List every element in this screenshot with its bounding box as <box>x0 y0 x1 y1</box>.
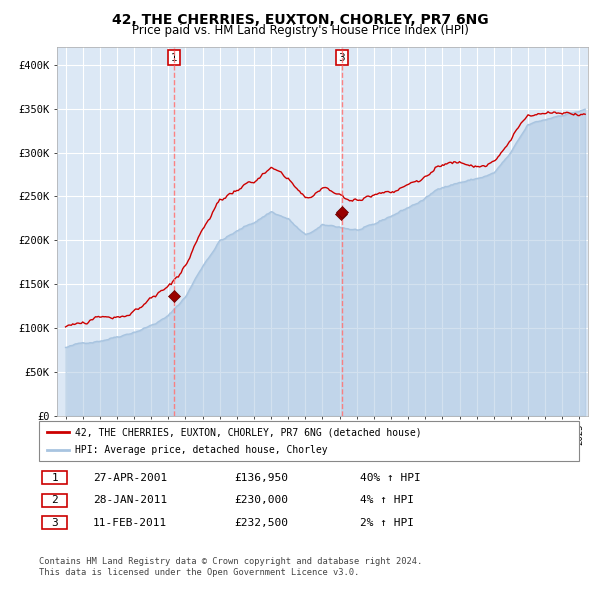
Text: This data is licensed under the Open Government Licence v3.0.: This data is licensed under the Open Gov… <box>39 568 359 577</box>
Text: 3: 3 <box>51 518 58 527</box>
Text: Price paid vs. HM Land Registry's House Price Index (HPI): Price paid vs. HM Land Registry's House … <box>131 24 469 37</box>
Text: 40% ↑ HPI: 40% ↑ HPI <box>360 473 421 483</box>
Text: 3: 3 <box>338 53 345 63</box>
Text: £230,000: £230,000 <box>234 496 288 505</box>
Text: 1: 1 <box>170 53 177 63</box>
Text: 28-JAN-2011: 28-JAN-2011 <box>93 496 167 505</box>
Text: £136,950: £136,950 <box>234 473 288 483</box>
Text: 4% ↑ HPI: 4% ↑ HPI <box>360 496 414 505</box>
Text: 42, THE CHERRIES, EUXTON, CHORLEY, PR7 6NG: 42, THE CHERRIES, EUXTON, CHORLEY, PR7 6… <box>112 13 488 27</box>
Text: 1: 1 <box>51 473 58 483</box>
Text: 27-APR-2001: 27-APR-2001 <box>93 473 167 483</box>
Text: 2% ↑ HPI: 2% ↑ HPI <box>360 518 414 527</box>
Text: Contains HM Land Registry data © Crown copyright and database right 2024.: Contains HM Land Registry data © Crown c… <box>39 557 422 566</box>
Text: £232,500: £232,500 <box>234 518 288 527</box>
Text: 11-FEB-2011: 11-FEB-2011 <box>93 518 167 527</box>
Text: 42, THE CHERRIES, EUXTON, CHORLEY, PR7 6NG (detached house): 42, THE CHERRIES, EUXTON, CHORLEY, PR7 6… <box>75 428 422 438</box>
Text: 2: 2 <box>51 496 58 505</box>
Text: HPI: Average price, detached house, Chorley: HPI: Average price, detached house, Chor… <box>75 445 328 455</box>
